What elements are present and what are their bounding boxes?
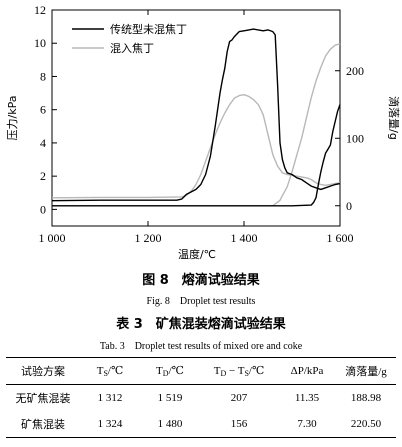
figure-caption-en: Fig. 8 Droplet test results bbox=[146, 296, 256, 307]
droplet-chart: 1 000 1 200 1 400 1 600 0 2 4 6 8 10 12 0 100 200 传统型… bbox=[6, 3, 401, 261]
y-left-tick-label: 8 bbox=[40, 69, 46, 83]
header-ts: TS/℃ bbox=[80, 357, 140, 385]
cell-td: 1 480 bbox=[140, 411, 200, 438]
y-left-tick-label: 10 bbox=[34, 36, 46, 50]
y-right-tick-label: 0 bbox=[346, 199, 352, 213]
table-row: 无矿焦混装 1 312 1 519 207 11.35 188.98 bbox=[6, 385, 396, 412]
y-left-tick-label: 6 bbox=[40, 103, 46, 117]
x-tick-label: 1 000 bbox=[39, 231, 66, 245]
cell-diff: 156 bbox=[200, 411, 278, 438]
pressure-line-mixed bbox=[51, 93, 341, 199]
y-right-tick-label: 200 bbox=[346, 64, 364, 78]
plot-frame bbox=[51, 9, 341, 227]
table-caption: 表 3 矿焦混装熔滴试验结果 bbox=[116, 317, 286, 332]
header-diff: TD − TS/℃ bbox=[200, 357, 278, 385]
y-axis-label-right: 滴落量/g bbox=[387, 96, 401, 140]
cell-ts: 1 324 bbox=[80, 411, 140, 438]
cell-ts: 1 312 bbox=[97, 392, 123, 404]
dripping-line-traditional bbox=[52, 104, 341, 207]
legend-label-mixed: 混入焦丁 bbox=[110, 42, 154, 55]
x-tick-label: 1 400 bbox=[231, 231, 258, 245]
cell-dp: 7.30 bbox=[278, 411, 336, 438]
y-right-tick-label: 100 bbox=[346, 131, 364, 145]
x-tick-label: 1 200 bbox=[135, 231, 162, 245]
header-scheme: 试验方案 bbox=[6, 357, 80, 385]
x-tick-label: 1 600 bbox=[327, 231, 354, 245]
header-drip: 滴落量/g bbox=[336, 357, 396, 385]
table-header-row: 试验方案 TS/℃ TD/℃ TD − TS/℃ ΔP/kPa 滴落量/g bbox=[6, 357, 396, 385]
dripping-line-mixed bbox=[52, 43, 341, 207]
cell-scheme: 无矿焦混装 bbox=[15, 393, 71, 405]
legend-label-traditional: 传统型未混焦丁 bbox=[110, 22, 187, 36]
y-left-tick-label: 4 bbox=[40, 136, 46, 150]
header-dp: ΔP/kPa bbox=[278, 357, 336, 385]
y-left-tick-label: 2 bbox=[40, 169, 46, 183]
y-left-tick-label: 0 bbox=[40, 202, 46, 216]
results-table: 试验方案 TS/℃ TD/℃ TD − TS/℃ ΔP/kPa 滴落量/g 无矿… bbox=[6, 357, 396, 438]
table-row: 矿焦混装 1 324 1 480 156 7.30 220.50 bbox=[6, 411, 396, 438]
cell-drip: 220.50 bbox=[336, 411, 396, 438]
header-td: TD/℃ bbox=[140, 357, 200, 385]
table-caption-en: Tab. 3 Droplet test results of mixed ore… bbox=[99, 341, 303, 352]
cell-dp: 11.35 bbox=[294, 392, 320, 404]
cell-td: 1 519 bbox=[157, 392, 183, 404]
cell-diff: 207 bbox=[230, 392, 248, 404]
y-axis-label-left: 压力/kPa bbox=[6, 96, 19, 141]
y-left-tick-label: 12 bbox=[34, 3, 46, 17]
cell-scheme: 矿焦混装 bbox=[6, 411, 80, 438]
cell-drip: 188.98 bbox=[350, 392, 382, 404]
figure-caption: 图 8 熔滴试验结果 bbox=[142, 273, 260, 288]
x-axis-label: 温度/℃ bbox=[178, 247, 216, 261]
pressure-line-traditional bbox=[51, 28, 341, 202]
